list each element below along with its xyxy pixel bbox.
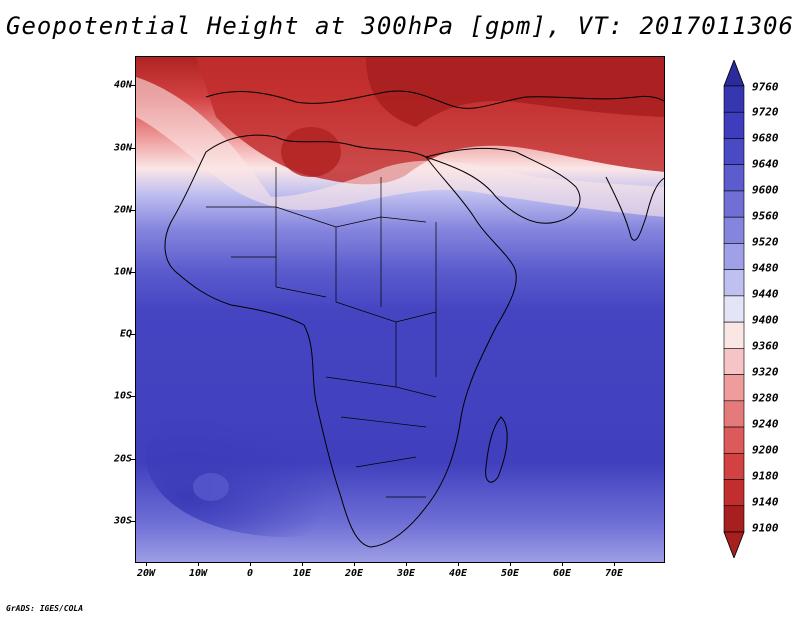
local-high-cell — [193, 473, 229, 501]
lat-tick — [131, 459, 135, 460]
colorbar-label: 9280 — [752, 391, 779, 405]
lon-label: 40E — [448, 568, 468, 579]
lon-tick — [406, 562, 407, 566]
lon-label: 0 — [246, 568, 254, 579]
lon-tick — [458, 562, 459, 566]
colorbar-label: 9480 — [752, 261, 779, 275]
colorbar-max-arrow-icon — [723, 60, 745, 87]
lon-label: 70E — [604, 568, 624, 579]
colorbar-box — [723, 216, 745, 244]
lon-tick — [354, 562, 355, 566]
lat-label: 10S — [113, 390, 132, 402]
colorbar-box — [723, 321, 745, 349]
lat-tick — [131, 272, 135, 273]
colorbar-box — [723, 400, 745, 428]
trough-core — [281, 127, 341, 177]
colorbar-label: 9360 — [752, 339, 779, 353]
colorbar-box — [723, 190, 745, 218]
colorbar-label: 9720 — [752, 105, 779, 119]
lat-tick — [131, 334, 135, 335]
colorbar-label: 9560 — [752, 209, 779, 223]
mediterranean-coast — [205, 90, 664, 109]
lowest-height-region — [366, 57, 664, 127]
colorbar-box — [723, 295, 745, 323]
colorbar-label: 9760 — [752, 80, 779, 94]
india-coast — [605, 176, 664, 241]
colorbar-label: 9680 — [752, 131, 779, 145]
colorbar-box — [723, 269, 745, 297]
arabian-peninsula-outline — [424, 147, 581, 224]
lat-tick — [131, 521, 135, 522]
madagascar-outline — [485, 416, 508, 483]
lon-label: 60E — [552, 568, 572, 579]
colorbar-min-arrow-icon — [723, 531, 745, 558]
colorbar-box — [723, 452, 745, 480]
lat-tick — [131, 210, 135, 211]
lon-tick — [302, 562, 303, 566]
colorbar-box — [723, 374, 745, 402]
lat-label: 30N — [113, 142, 132, 154]
colorbar-label: 9140 — [752, 495, 779, 509]
lat-label: 40N — [113, 79, 132, 91]
country-borders — [206, 167, 437, 498]
lat-tick — [131, 85, 135, 86]
lon-tick — [198, 562, 199, 566]
colorbar-label: 9180 — [752, 469, 779, 483]
colorbar-box — [723, 243, 745, 270]
lat-label: 10N — [113, 266, 132, 278]
chart-title: Geopotential Height at 300hPa [gpm], VT:… — [6, 12, 794, 40]
height-field-map — [136, 57, 664, 562]
lat-tick — [131, 148, 135, 149]
colorbar-box — [723, 111, 745, 139]
colorbar — [723, 60, 745, 558]
subtropical-high-region — [146, 377, 426, 537]
colorbar-label: 9440 — [752, 287, 779, 301]
colorbar-box — [723, 426, 745, 454]
colorbar-label: 9100 — [752, 521, 779, 535]
lon-label: 20W — [136, 568, 156, 579]
lon-tick — [146, 562, 147, 566]
colorbar-label: 9640 — [752, 157, 779, 171]
colorbar-label: 9320 — [752, 365, 779, 379]
colorbar-label: 9240 — [752, 417, 779, 431]
colorbar-label: 9600 — [752, 183, 779, 197]
lon-label: 50E — [500, 568, 520, 579]
lat-label: 20S — [113, 453, 132, 465]
lon-label: 20E — [344, 568, 364, 579]
lon-tick — [250, 562, 251, 566]
map-panel — [135, 56, 665, 563]
colorbar-box — [723, 348, 745, 375]
lon-tick — [614, 562, 615, 566]
colorbar-box — [723, 138, 745, 166]
colorbar-label: 9400 — [752, 313, 779, 327]
lon-label: 10E — [292, 568, 312, 579]
lon-label: 10W — [188, 568, 208, 579]
colorbar-boxes — [723, 85, 745, 533]
software-credit: GrADS: IGES/COLA — [6, 604, 84, 613]
colorbar-label: 9520 — [752, 235, 779, 249]
colorbar-label: 9200 — [752, 443, 779, 457]
lat-label: EQ — [119, 328, 132, 340]
transition-band — [136, 77, 664, 217]
lon-tick — [510, 562, 511, 566]
colorbar-box — [723, 164, 745, 192]
lat-label: 30S — [113, 515, 132, 527]
lon-label: 30E — [396, 568, 416, 579]
lon-tick — [562, 562, 563, 566]
lat-tick — [131, 396, 135, 397]
lat-label: 20N — [113, 204, 132, 216]
colorbar-box — [723, 505, 745, 533]
colorbar-box — [723, 479, 745, 507]
colorbar-box — [723, 85, 745, 113]
africa-coastline — [164, 134, 517, 548]
